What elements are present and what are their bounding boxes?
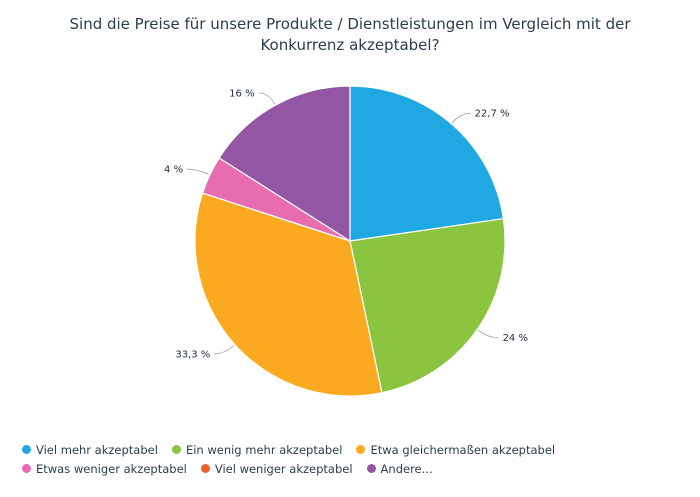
pie-label-connector-ein-wenig-mehr-akzeptabel [477, 329, 499, 339]
legend-label-viel-mehr-akzeptabel: Viel mehr akzeptabel [36, 442, 158, 457]
legend-row-1: Viel mehr akzeptabel Ein wenig mehr akzep… [22, 440, 682, 459]
legend-item-viel-mehr-akzeptabel[interactable]: Viel mehr akzeptabel [22, 443, 158, 457]
legend-item-viel-weniger-akzeptabel[interactable]: Viel weniger akzeptabel [200, 461, 353, 476]
pie-label-connector-andere [258, 92, 276, 105]
pie-label-connector-etwas-weniger-akzeptabel [187, 168, 210, 175]
pie-slice-etwa-gleicherma-en-akzeptabel [194, 192, 383, 397]
pie-label-connector-viel-mehr-akzeptabel [451, 112, 471, 124]
pie-data-labels: 22,7 % 24 % 33,3 % 4 % 16 % [164, 88, 528, 360]
legend-label-viel-weniger-akzeptabel: Viel weniger akzeptabel [214, 461, 353, 476]
chart-legend: Viel mehr akzeptabel Ein wenig mehr akzep… [22, 440, 682, 478]
chart-title: Sind die Preise für unsere Produkte / Di… [40, 14, 660, 56]
pie-data-label-viel-mehr-akzeptabel: 22,7 % [475, 109, 510, 120]
legend-item-etwa-gleicherma-en-akzeptabel[interactable]: Etwa gleichermaßen akzeptabel [356, 443, 555, 457]
legend-item-andere[interactable]: Andere... [366, 461, 433, 476]
pie-data-label-andere: 16 % [229, 88, 254, 99]
pie-slices [194, 85, 506, 397]
pie-slice-viel-mehr-akzeptabel [349, 85, 505, 242]
legend-marker-etwa-gleicherma-en-akzeptabel [356, 445, 366, 454]
legend-label-etwa-gleicherma-en-akzeptabel: Etwa gleichermaßen akzeptabel [370, 442, 556, 457]
legend-item-etwas-weniger-akzeptabel[interactable]: Etwas weniger akzeptabel [22, 462, 187, 476]
legend-marker-viel-mehr-akzeptabel [22, 445, 31, 454]
pie-label-connector-etwa-gleicherma-en-akzeptabel [214, 344, 235, 355]
pie-data-label-ein-wenig-mehr-akzeptabel: 24 % [503, 333, 528, 344]
legend-marker-ein-wenig-mehr-akzeptabel [171, 445, 181, 454]
pie-slice-ein-wenig-mehr-akzeptabel [349, 217, 506, 394]
legend-marker-andere [366, 464, 376, 473]
chart-title-line-1: Sind die Preise für unsere Produkte / Di… [69, 15, 631, 33]
legend-label-ein-wenig-mehr-akzeptabel: Ein wenig mehr akzeptabel [185, 442, 343, 457]
pie-data-label-etwas-weniger-akzeptabel: 4 % [164, 165, 183, 176]
legend-label-andere: Andere... [380, 461, 433, 476]
legend-marker-viel-weniger-akzeptabel [200, 464, 210, 473]
chart-title-line-2: Konkurrenz akzeptabel? [260, 36, 440, 54]
legend-row-2: Etwas weniger akzeptabel Viel weniger akz… [22, 459, 682, 478]
pie-data-label-etwa-gleicherma-en-akzeptabel: 33,3 % [175, 349, 210, 360]
legend-item-ein-wenig-mehr-akzeptabel[interactable]: Ein wenig mehr akzeptabel [171, 442, 343, 457]
pie-slice-andere [218, 85, 351, 243]
legend-marker-etwas-weniger-akzeptabel [22, 464, 31, 473]
legend-label-etwas-weniger-akzeptabel: Etwas weniger akzeptabel [36, 461, 187, 476]
